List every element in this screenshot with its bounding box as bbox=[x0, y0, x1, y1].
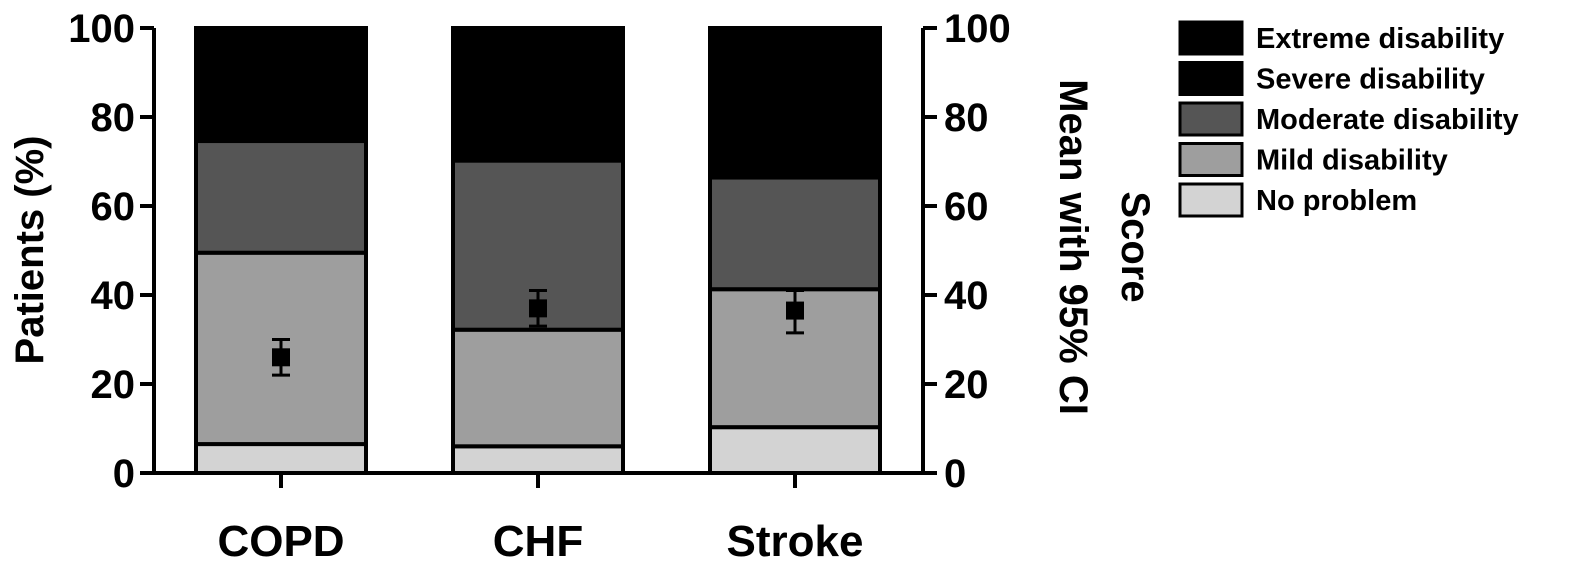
bar-segment-stroke-moderate-disability bbox=[708, 175, 882, 292]
right-y-axis-title-line-2: Mean with 95% CI bbox=[1051, 79, 1095, 415]
legend-swatch-no-problem bbox=[1178, 182, 1244, 218]
left-y-tick-label: 60 bbox=[91, 185, 136, 229]
score-error-bars bbox=[272, 289, 804, 377]
left-y-tick-label: 40 bbox=[91, 274, 136, 318]
right-y-axis-title-line-1: Score bbox=[1113, 191, 1157, 302]
right-y-tick-label: 20 bbox=[944, 363, 989, 407]
right-y-tick-label: 100 bbox=[944, 7, 1011, 51]
legend: Extreme disability Severe disability Moder… bbox=[1178, 20, 1519, 218]
ticks-layer: 0 20 40 60 80 100 0 20 40 60 80 100 COPD CHF Stroke bbox=[68, 7, 1011, 566]
legend-swatch-extreme-disability bbox=[1178, 20, 1244, 56]
bar-segment-chf-severe-disability bbox=[451, 26, 625, 163]
right-y-tick-label: 40 bbox=[944, 274, 989, 318]
legend-swatch-severe-disability bbox=[1178, 61, 1244, 96]
left-y-tick-label: 80 bbox=[91, 96, 136, 140]
x-category-label-chf: CHF bbox=[493, 517, 583, 566]
left-y-tick-label: 100 bbox=[68, 7, 135, 51]
left-y-axis-title: Patients (%) bbox=[8, 136, 52, 365]
bar-segment-stroke-severe-disability bbox=[708, 26, 882, 180]
legend-label-extreme-disability: Extreme disability bbox=[1256, 23, 1504, 55]
score-mean-marker-chf bbox=[529, 299, 547, 318]
legend-label-severe-disability: Severe disability bbox=[1256, 64, 1485, 96]
right-y-tick-label: 60 bbox=[944, 185, 989, 229]
bar-segment-chf-no-problem bbox=[451, 444, 625, 475]
legend-swatch-moderate-disability bbox=[1178, 101, 1244, 137]
legend-swatch-mild-disability bbox=[1178, 142, 1244, 177]
right-y-tick-label: 0 bbox=[944, 452, 966, 496]
right-y-tick-label: 80 bbox=[944, 96, 989, 140]
legend-label-mild-disability: Mild disability bbox=[1256, 145, 1448, 177]
bar-segment-stroke-no-problem bbox=[708, 425, 882, 476]
bar-segment-copd-no-problem bbox=[194, 442, 368, 476]
score-mean-marker-stroke bbox=[786, 301, 804, 320]
bar-segment-copd-severe-disability bbox=[194, 26, 368, 144]
x-category-label-stroke: Stroke bbox=[727, 517, 864, 566]
score-mean-marker-copd bbox=[272, 348, 290, 367]
bar-segment-chf-mild-disability bbox=[451, 327, 625, 449]
left-y-tick-label: 0 bbox=[113, 452, 135, 496]
legend-label-moderate-disability: Moderate disability bbox=[1256, 104, 1519, 136]
legend-label-no-problem: No problem bbox=[1256, 185, 1417, 217]
bar-segment-copd-moderate-disability bbox=[194, 139, 368, 255]
bars-layer bbox=[194, 26, 882, 476]
x-category-label-copd: COPD bbox=[217, 517, 344, 566]
left-y-tick-label: 20 bbox=[91, 363, 136, 407]
